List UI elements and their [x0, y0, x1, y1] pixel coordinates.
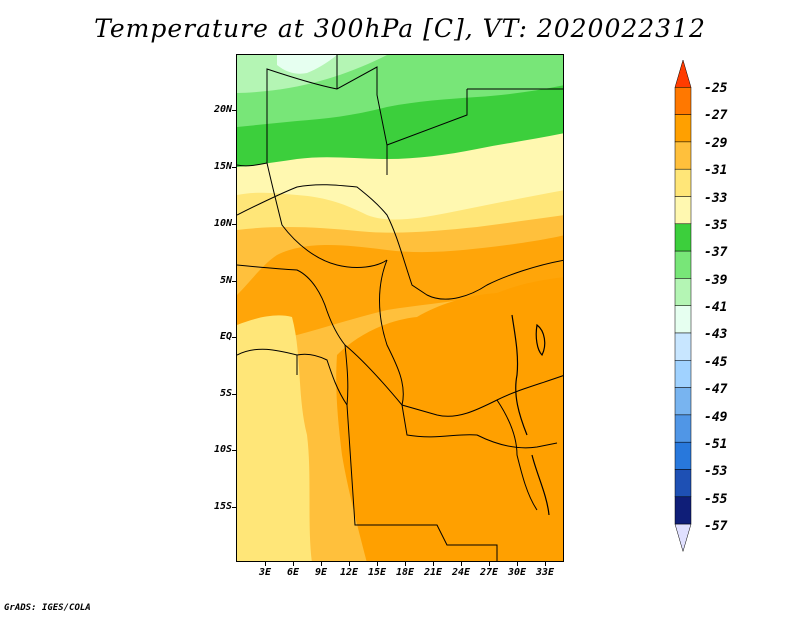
- band-minus-27-north: [237, 235, 563, 338]
- lat-tick: [232, 110, 236, 111]
- lon-tick: [461, 562, 462, 566]
- temperature-map: [237, 55, 563, 561]
- lon-label-27e: 27E: [479, 567, 499, 578]
- colorbar-label: -47: [704, 382, 728, 397]
- colorbar-segment: [674, 168, 692, 197]
- colorbar-segment: [674, 414, 692, 443]
- colorbar-label: -37: [704, 245, 728, 260]
- colorbar-segment: [674, 332, 692, 361]
- lat-label-15s: 15S: [213, 501, 232, 512]
- lon-tick: [545, 562, 546, 566]
- lon-tick: [321, 562, 322, 566]
- colorbar-label: -39: [704, 273, 728, 288]
- lon-tick: [489, 562, 490, 566]
- lon-tick: [349, 562, 350, 566]
- lon-tick: [405, 562, 406, 566]
- band-minus-33: [237, 127, 563, 220]
- colorbar-segment: [674, 523, 692, 553]
- country-borders: [237, 55, 563, 561]
- colorbar-segment: [674, 305, 692, 334]
- band-minus-41: [277, 55, 337, 74]
- colorbar-label: -31: [704, 163, 728, 178]
- lat-tick: [232, 224, 236, 225]
- colorbar: [674, 60, 692, 553]
- lon-label-9e: 9E: [314, 567, 328, 578]
- colorbar-segment: [674, 114, 692, 143]
- band-minus-27: [336, 277, 563, 561]
- colorbar-label: -55: [704, 492, 728, 507]
- colorbar-label: -29: [704, 136, 728, 151]
- colorbar-label: -51: [704, 437, 728, 452]
- lon-label-6e: 6E: [286, 567, 300, 578]
- lon-tick: [377, 562, 378, 566]
- band-minus-39: [237, 55, 387, 93]
- lon-label-33e: 33E: [535, 567, 555, 578]
- lat-label-5s: 5S: [219, 388, 232, 399]
- colorbar-segment: [674, 250, 692, 279]
- lon-tick: [517, 562, 518, 566]
- colorbar-segment: [674, 360, 692, 388]
- colorbar-segment: [674, 196, 692, 225]
- lat-label-20n: 20N: [213, 104, 232, 115]
- lat-label-eq: EQ: [219, 331, 232, 342]
- lake-outlines: [511, 314, 550, 516]
- lon-label-24e: 24E: [451, 567, 471, 578]
- lat-tick: [232, 507, 236, 508]
- lat-tick: [232, 281, 236, 282]
- credit-text: GrADS: IGES/COLA: [4, 603, 91, 613]
- lon-tick: [433, 562, 434, 566]
- colorbar-label: -33: [704, 191, 728, 206]
- colorbar-label: -45: [704, 355, 728, 370]
- lon-label-12e: 12E: [339, 567, 359, 578]
- lon-label-21e: 21E: [423, 567, 443, 578]
- colorbar-segments: [674, 60, 692, 553]
- lat-tick: [232, 450, 236, 451]
- lon-label-15e: 15E: [367, 567, 387, 578]
- lat-label-15n: 15N: [213, 161, 232, 172]
- colorbar-label: -35: [704, 218, 728, 233]
- colorbar-label: -25: [704, 81, 728, 96]
- lat-label-10s: 10S: [213, 444, 232, 455]
- colorbar-label: -27: [704, 108, 728, 123]
- map-title: Temperature at 300hPa [C], VT: 202002231…: [94, 14, 706, 43]
- lon-label-3e: 3E: [258, 567, 272, 578]
- lat-label-10n: 10N: [213, 218, 232, 229]
- lat-tick: [232, 337, 236, 338]
- colorbar-label: -49: [704, 410, 728, 425]
- colorbar-label: -41: [704, 300, 728, 315]
- lon-tick: [293, 562, 294, 566]
- map-panel: [236, 54, 564, 562]
- colorbar-segment: [674, 87, 692, 115]
- colorbar-segment: [674, 387, 692, 416]
- band-minus-31-west: [237, 315, 312, 561]
- colorbar-segment: [674, 278, 692, 306]
- colorbar-label: -57: [704, 519, 728, 534]
- lat-tick: [232, 167, 236, 168]
- colorbar-segment: [674, 469, 692, 498]
- colorbar-label: -53: [704, 464, 728, 479]
- colorbar-segment: [674, 141, 692, 170]
- colorbar-segment: [674, 60, 692, 88]
- lon-label-18e: 18E: [395, 567, 415, 578]
- lon-tick: [265, 562, 266, 566]
- lon-label-30e: 30E: [507, 567, 527, 578]
- colorbar-segment: [674, 441, 692, 470]
- colorbar-segment: [674, 223, 692, 252]
- lat-tick: [232, 394, 236, 395]
- colorbar-segment: [674, 496, 692, 525]
- colorbar-label: -43: [704, 327, 728, 342]
- lat-label-5n: 5N: [219, 275, 232, 286]
